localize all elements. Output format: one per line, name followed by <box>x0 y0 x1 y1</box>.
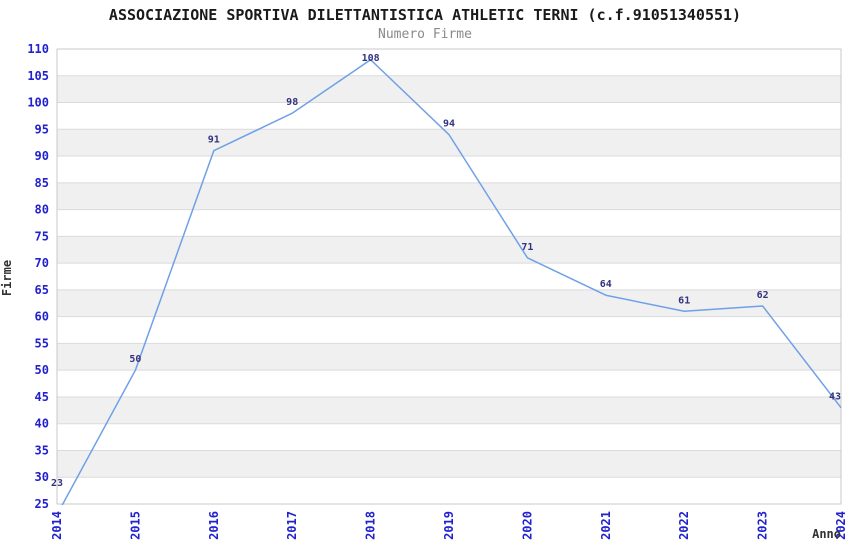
point-value-label: 62 <box>757 290 769 301</box>
x-tick-label: 2018 <box>364 511 378 540</box>
y-tick-label: 70 <box>35 256 49 270</box>
chart-subtitle: Numero Firme <box>378 27 472 42</box>
y-tick-label: 45 <box>35 390 49 404</box>
alt-band <box>57 343 841 371</box>
y-tick-label: 35 <box>35 443 49 457</box>
point-value-label: 61 <box>678 295 690 306</box>
y-tick-label: 60 <box>35 310 49 324</box>
y-tick-label: 55 <box>35 336 49 350</box>
y-tick-label: 105 <box>27 69 49 83</box>
alt-band <box>57 289 841 317</box>
point-value-label: 43 <box>829 392 841 403</box>
x-tick-labels: 2014 2015 2016 2017 2018 2019 2020 2021 2022 2023… <box>50 511 848 540</box>
y-tick-label: 100 <box>27 96 49 110</box>
point-value-label: 50 <box>129 354 141 365</box>
y-tick-label: 30 <box>35 470 49 484</box>
alt-band <box>57 182 841 210</box>
y-tick-label: 95 <box>35 122 49 136</box>
plot-border <box>56 48 842 505</box>
x-tick-label: 2022 <box>677 511 691 540</box>
gridlines <box>57 48 841 505</box>
alt-band <box>57 450 841 478</box>
y-tick-label: 50 <box>35 363 49 377</box>
y-tick-label: 65 <box>35 283 49 297</box>
point-value-label: 64 <box>600 279 612 290</box>
point-value-label: 94 <box>443 119 455 130</box>
alt-band <box>57 75 841 103</box>
x-tick-label: 2023 <box>756 511 770 540</box>
y-tick-label: 25 <box>35 497 49 511</box>
x-tick-label: 2017 <box>285 511 299 540</box>
point-value-label: 23 <box>51 478 63 489</box>
point-value-label: 98 <box>286 97 298 108</box>
y-tick-label: 80 <box>35 203 49 217</box>
y-tick-label: 90 <box>35 149 49 163</box>
y-tick-label: 40 <box>35 417 49 431</box>
alt-band <box>57 129 841 157</box>
plot-bands <box>57 75 841 478</box>
x-tick-label: 2020 <box>520 511 534 540</box>
point-value-label: 108 <box>362 53 380 64</box>
point-value-label: 71 <box>521 242 533 253</box>
y-tick-label: 75 <box>35 229 49 243</box>
y-tick-label: 85 <box>35 176 49 190</box>
alt-band <box>57 396 841 424</box>
chart-title: ASSOCIAZIONE SPORTIVA DILETTANTISTICA AT… <box>108 6 742 24</box>
point-value-label: 91 <box>208 135 220 146</box>
x-axis-title: Anno <box>812 527 841 541</box>
data-line <box>61 58 842 505</box>
x-tick-label: 2019 <box>442 511 456 540</box>
y-tick-labels: 25 30 35 40 45 50 55 60 65 70 75 80 85 90 95 100 105 110 <box>27 42 49 511</box>
x-tick-label: 2015 <box>128 511 142 540</box>
x-tick-label: 2024 <box>834 511 848 540</box>
x-tick-label: 2021 <box>599 511 613 540</box>
x-tick-label: 2014 <box>50 511 64 540</box>
x-tick-label: 2016 <box>207 511 221 540</box>
y-tick-label: 110 <box>27 42 49 56</box>
point-value-labels: 23 50 91 98 108 94 71 64 61 62 43 <box>51 53 841 489</box>
alt-band <box>57 236 841 264</box>
